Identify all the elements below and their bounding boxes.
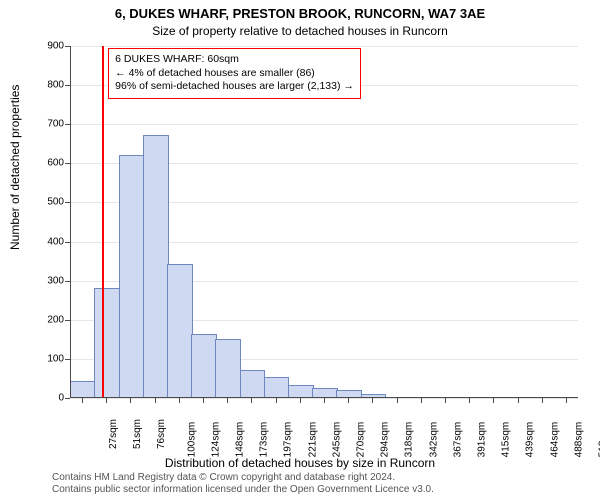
x-tick [566, 398, 567, 403]
x-tick-label: 221sqm [307, 422, 318, 458]
y-tick-label: 500 [24, 197, 64, 208]
x-tick [251, 398, 252, 403]
gridline [70, 124, 578, 125]
histogram-bar [191, 334, 217, 398]
gridline [70, 46, 578, 47]
y-axis-line [70, 46, 71, 398]
x-tick-label: 148sqm [235, 422, 246, 458]
x-tick-label: 294sqm [380, 422, 391, 458]
x-tick-label: 488sqm [573, 422, 584, 458]
x-tick-label: 439sqm [525, 422, 536, 458]
x-tick [542, 398, 543, 403]
x-tick [130, 398, 131, 403]
y-tick-label: 900 [24, 41, 64, 52]
annotation-line-3: 96% of semi-detached houses are larger (… [115, 80, 354, 94]
x-axis-label: Distribution of detached houses by size … [0, 456, 600, 470]
x-tick [445, 398, 446, 403]
credits: Contains HM Land Registry data © Crown c… [52, 472, 434, 496]
page-title: 6, DUKES WHARF, PRESTON BROOK, RUNCORN, … [0, 6, 600, 21]
x-tick [276, 398, 277, 403]
annotation-line-2: ← 4% of detached houses are smaller (86) [115, 67, 354, 81]
y-tick-label: 100 [24, 353, 64, 364]
histogram-bar [119, 155, 145, 398]
x-tick-label: 173sqm [259, 422, 270, 458]
histogram-bar [264, 377, 290, 398]
x-tick [203, 398, 204, 403]
x-tick-label: 100sqm [186, 422, 197, 458]
x-tick [469, 398, 470, 403]
x-tick [493, 398, 494, 403]
x-tick [348, 398, 349, 403]
annotation-line-1: 6 DUKES WHARF: 60sqm [115, 53, 354, 67]
x-tick-label: 197sqm [283, 422, 294, 458]
y-tick-label: 400 [24, 236, 64, 247]
x-tick-label: 464sqm [549, 422, 560, 458]
x-tick [397, 398, 398, 403]
chart-area: 27sqm51sqm76sqm100sqm124sqm148sqm173sqm1… [70, 46, 578, 398]
y-tick [65, 398, 70, 399]
x-tick [179, 398, 180, 403]
x-tick-label: 245sqm [331, 422, 342, 458]
page-subtitle: Size of property relative to detached ho… [0, 24, 600, 38]
x-tick [155, 398, 156, 403]
x-tick [106, 398, 107, 403]
y-tick-label: 200 [24, 314, 64, 325]
y-tick-label: 600 [24, 158, 64, 169]
x-tick [82, 398, 83, 403]
histogram-bar [70, 381, 96, 398]
credits-line-1: Contains HM Land Registry data © Crown c… [52, 472, 434, 484]
credits-line-2: Contains public sector information licen… [52, 484, 434, 496]
x-tick-label: 318sqm [404, 422, 415, 458]
histogram-bar [143, 135, 169, 398]
histogram-bar [94, 288, 120, 398]
x-tick-label: 76sqm [156, 419, 167, 449]
y-axis-label: Number of detached properties [8, 85, 22, 250]
x-tick-label: 342sqm [428, 422, 439, 458]
x-tick-label: 391sqm [477, 422, 488, 458]
x-tick [324, 398, 325, 403]
x-tick [518, 398, 519, 403]
x-tick [300, 398, 301, 403]
y-tick-label: 300 [24, 275, 64, 286]
marker-line [102, 46, 104, 398]
x-axis-line [70, 397, 578, 398]
x-tick [421, 398, 422, 403]
x-tick-label: 367sqm [452, 422, 463, 458]
histogram-bar [240, 370, 266, 398]
histogram-bar [215, 339, 241, 398]
y-tick-label: 0 [24, 393, 64, 404]
x-tick-label: 51sqm [132, 419, 143, 449]
x-tick-label: 415sqm [501, 422, 512, 458]
x-tick-label: 27sqm [108, 419, 119, 449]
x-tick-label: 270sqm [356, 422, 367, 458]
y-tick-label: 800 [24, 80, 64, 91]
x-tick [372, 398, 373, 403]
x-tick [227, 398, 228, 403]
y-tick-label: 700 [24, 119, 64, 130]
histogram-bar [167, 264, 193, 398]
x-tick-label: 124sqm [210, 422, 221, 458]
annotation-box: 6 DUKES WHARF: 60sqm ← 4% of detached ho… [108, 48, 361, 99]
